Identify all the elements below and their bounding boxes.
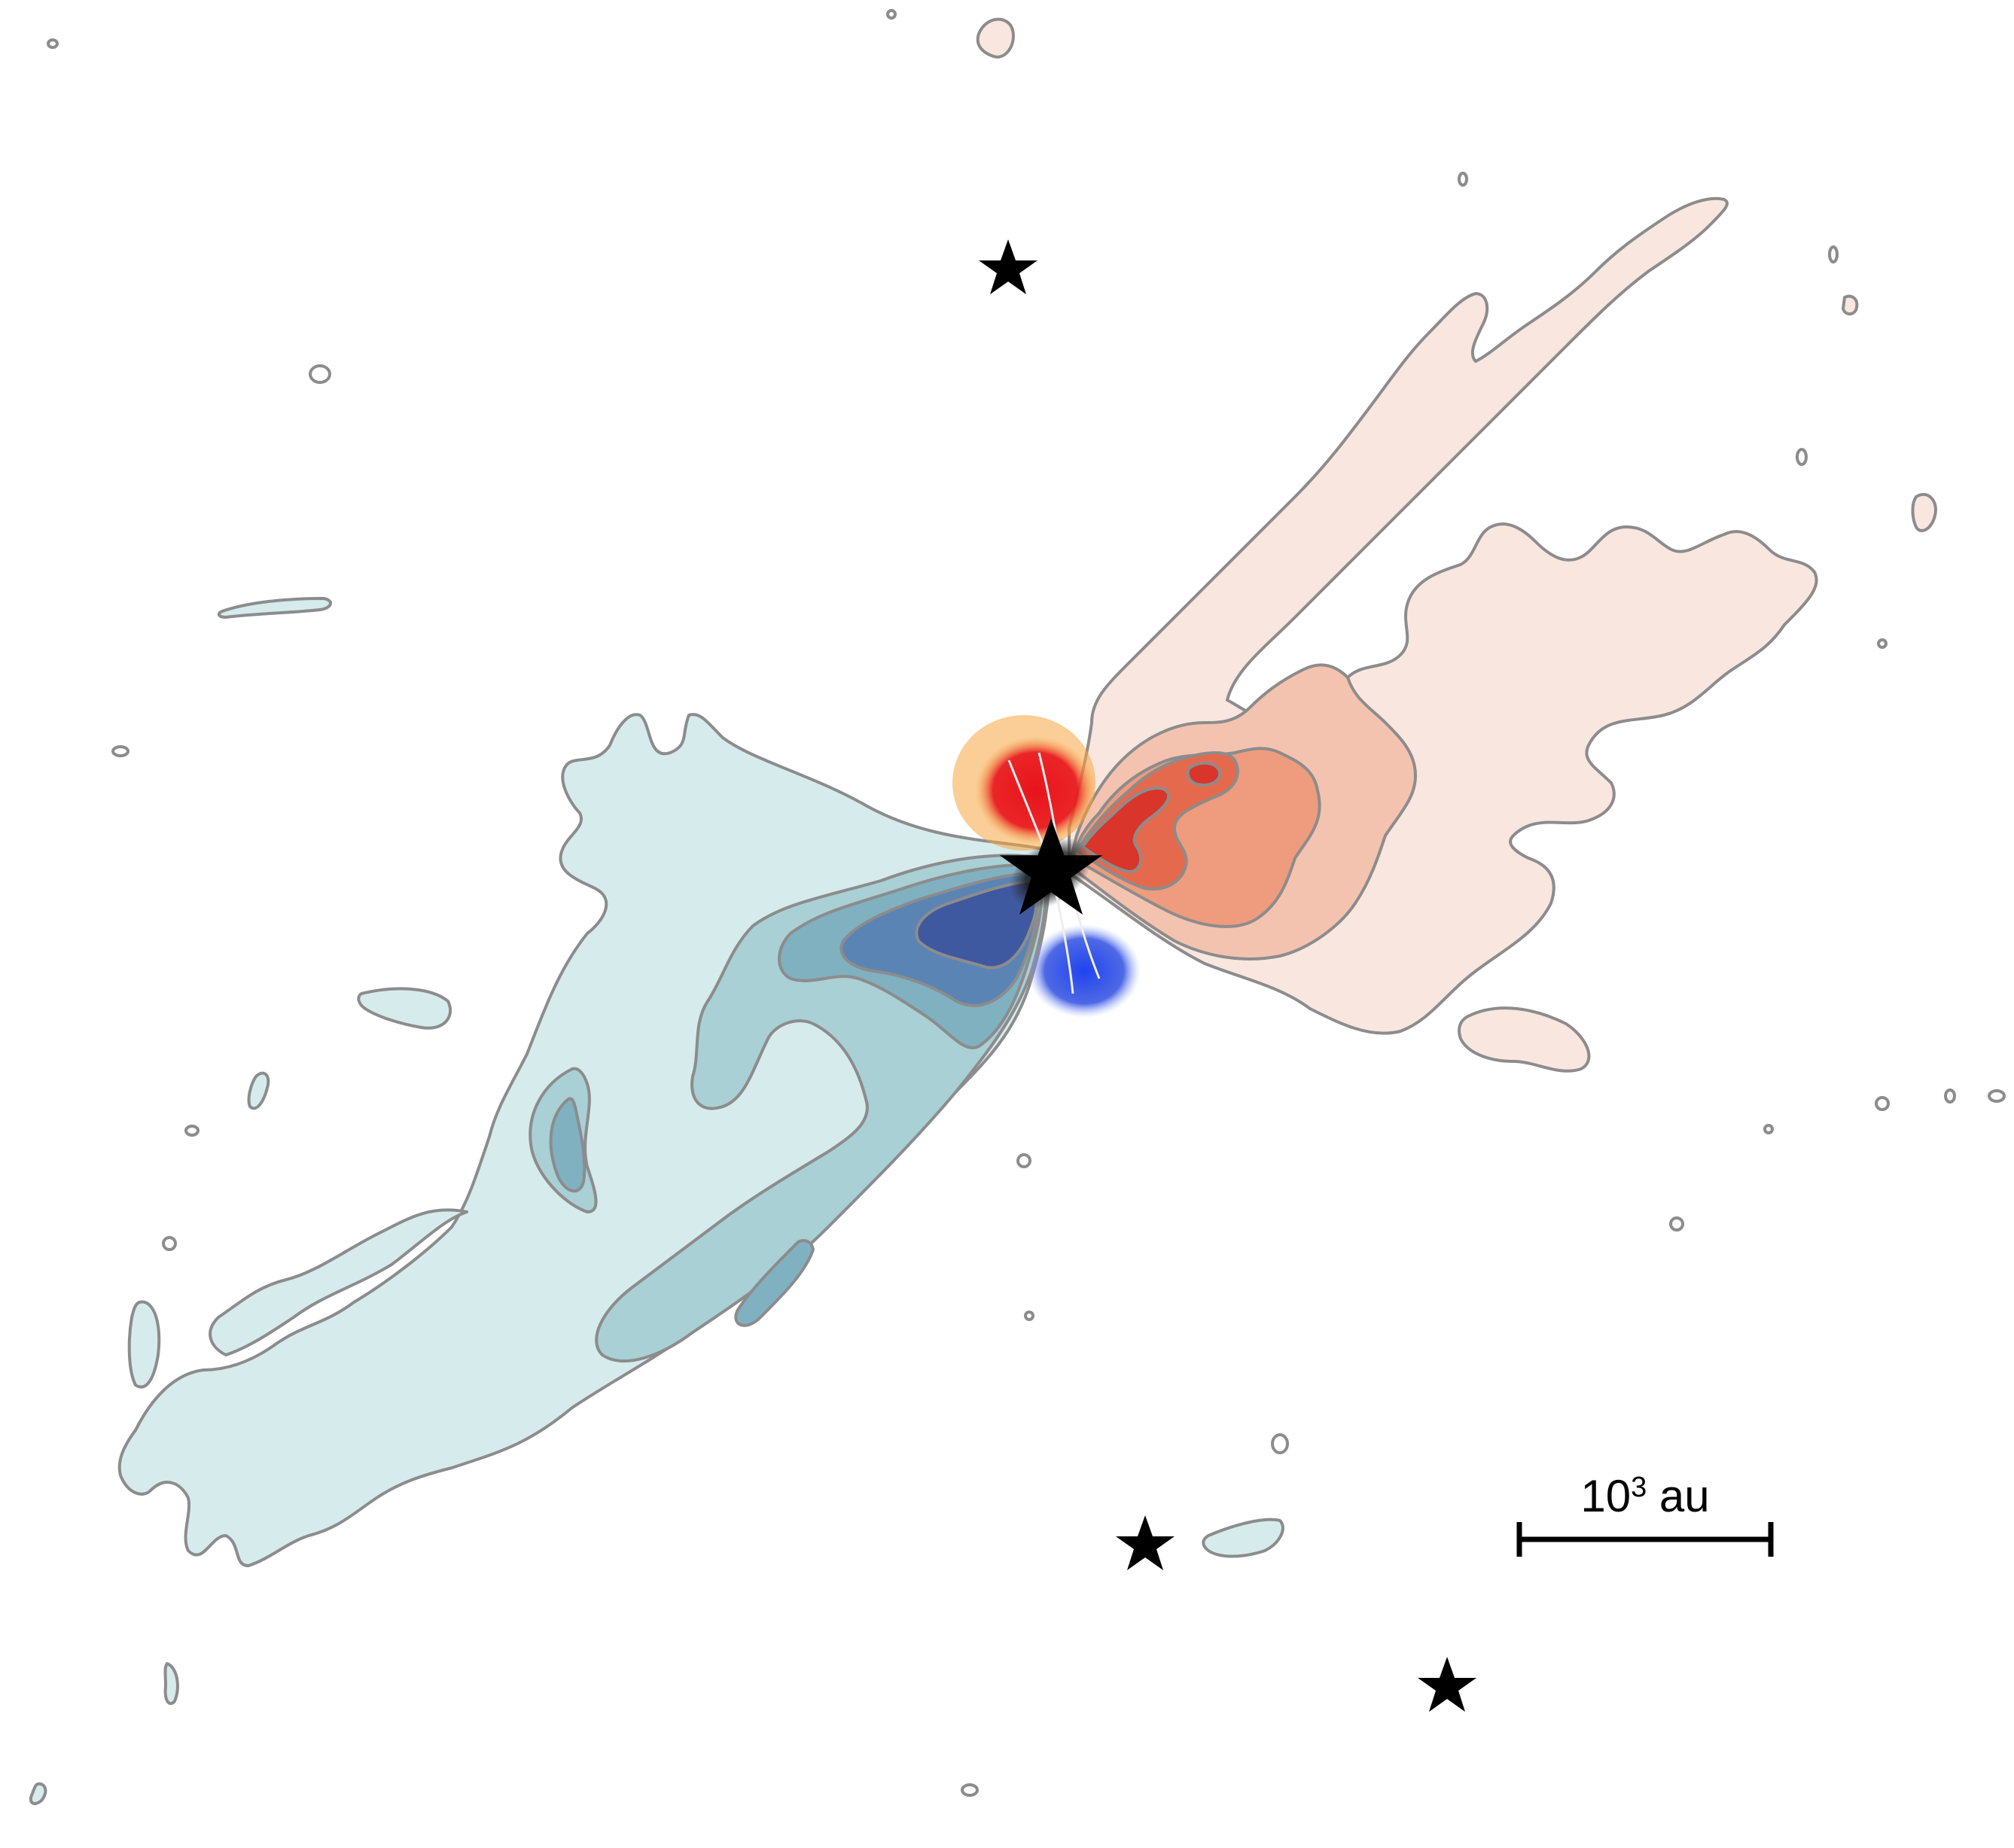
star-icon [979, 239, 1037, 294]
inner-jets [952, 715, 1141, 1018]
source-markers [979, 239, 1476, 1712]
scale-bar: 103 au [1516, 1471, 1774, 1557]
red-contour-level-5 [1081, 786, 1171, 873]
blue-contour-level-5 [915, 879, 1038, 970]
blue-speckles [29, 597, 1284, 1805]
blue-contour-level-3-streak [734, 1239, 815, 1327]
red-detached-blob-3 [1911, 492, 1937, 532]
blueshifted-lobe [117, 713, 1052, 1567]
blue-contour-level-3-blob [549, 1097, 587, 1193]
red-detached-blob-2 [976, 17, 1015, 59]
blue-contour-level-1-finger [209, 1208, 468, 1356]
star-icon [1418, 1657, 1476, 1712]
scale-bar-label-unit: au [1647, 1471, 1709, 1521]
scale-bar-label-base: 10 [1580, 1471, 1631, 1521]
red-contour-level-5-knot [1186, 761, 1222, 787]
red-jet [975, 736, 1095, 845]
red-detached-blob-1 [1458, 1006, 1591, 1073]
star-icon [1116, 1515, 1175, 1570]
noise-contours [47, 9, 2006, 1797]
scale-bar-label-exponent: 3 [1631, 1472, 1647, 1503]
blue-jet [1028, 924, 1141, 1018]
star-icon [999, 818, 1103, 915]
field-line-4 [1053, 884, 1074, 994]
redshifted-lobe [976, 17, 1937, 1073]
scale-bar-label: 103 au [1580, 1471, 1709, 1521]
red-detached-blob-4 [1842, 294, 1859, 315]
